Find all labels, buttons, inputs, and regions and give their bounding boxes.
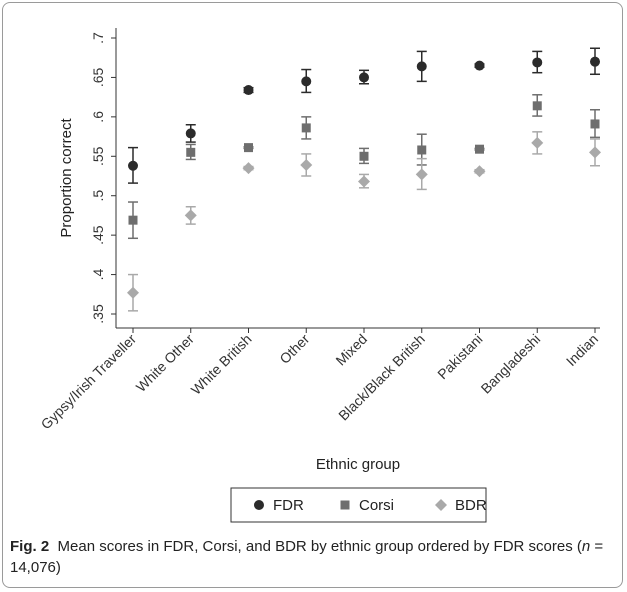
corsi-point: [186, 147, 196, 157]
bdr-point: [184, 209, 197, 222]
y-tick-label: .35: [90, 304, 106, 324]
y-tick-label: .5: [90, 190, 106, 202]
legend-corsi-label: Corsi: [359, 497, 394, 514]
caption-n-symbol: n: [581, 538, 591, 555]
bdr-point: [473, 165, 486, 178]
bdr-point: [242, 162, 255, 175]
y-tick-label: .7: [90, 32, 106, 44]
x-tick-label: Indian: [563, 331, 601, 369]
fdr-point: [416, 61, 427, 72]
bdr-point: [589, 146, 601, 159]
corsi-point: [301, 123, 311, 133]
caption-text-1: Mean scores in FDR, Corsi, and BDR by et…: [57, 538, 582, 555]
corsi-point: [359, 151, 369, 161]
fdr-point: [359, 72, 369, 83]
corsi-point: [128, 215, 138, 225]
figure-caption: Fig. 2 Mean scores in FDR, Corsi, and BD…: [10, 536, 610, 578]
corsi-point: [475, 144, 484, 154]
fdr-point: [185, 128, 196, 139]
corsi-point: [244, 143, 253, 153]
bdr-point: [300, 158, 313, 171]
fdr-point: [590, 56, 600, 67]
x-tick-label: Bangladeshi: [478, 331, 544, 397]
x-tick-label: Pakistani: [434, 331, 485, 382]
bdr-point: [415, 168, 428, 181]
fdr-point: [301, 76, 312, 87]
fdr-point: [243, 85, 254, 96]
caption-text-2: = 14,076): [10, 538, 604, 576]
legend-corsi-marker: [340, 500, 350, 510]
corsi-point: [417, 145, 427, 155]
bdr-point: [531, 136, 544, 149]
chart: .35 .4 .45 .5 .55 .6 .65 .7 Gypsy/Irish Travelle…: [38, 28, 601, 523]
y-tick-label: .45: [90, 225, 106, 245]
legend-bdr-label: BDR: [455, 497, 487, 514]
corsi-point: [590, 119, 600, 129]
bdr-point: [358, 175, 370, 188]
x-axis-label: Ethnic group: [316, 456, 400, 473]
axes: .35 .4 .45 .5 .55 .6 .65 .7 Gypsy/Irish Travelle…: [38, 28, 601, 433]
bdr-point: [127, 286, 139, 299]
x-tick-label: White British: [188, 331, 255, 398]
x-tick-label: Other: [276, 331, 312, 367]
fdr-point: [128, 160, 138, 171]
corsi-point: [532, 101, 542, 111]
fdr-point: [474, 60, 485, 71]
fdr-point: [532, 57, 543, 68]
chart-marks: [127, 47, 601, 312]
y-tick-label: .4: [90, 269, 106, 281]
legend-fdr-label: FDR: [273, 497, 304, 514]
legend: FDR Corsi BDR: [230, 487, 487, 523]
y-tick-label: .6: [90, 111, 106, 123]
y-tick-label: .55: [90, 146, 106, 166]
y-tick-label: .65: [90, 67, 106, 87]
x-tick-label: Mixed: [332, 331, 370, 369]
legend-bdr-marker: [435, 499, 447, 511]
x-tick-label: Gypsy/Irish Traveller: [38, 331, 140, 433]
caption-label: Fig. 2: [10, 538, 50, 555]
legend-fdr-marker: [254, 500, 264, 510]
y-axis-label: Proportion correct: [58, 118, 75, 238]
